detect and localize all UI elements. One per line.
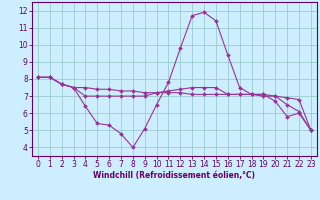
X-axis label: Windchill (Refroidissement éolien,°C): Windchill (Refroidissement éolien,°C) bbox=[93, 171, 255, 180]
